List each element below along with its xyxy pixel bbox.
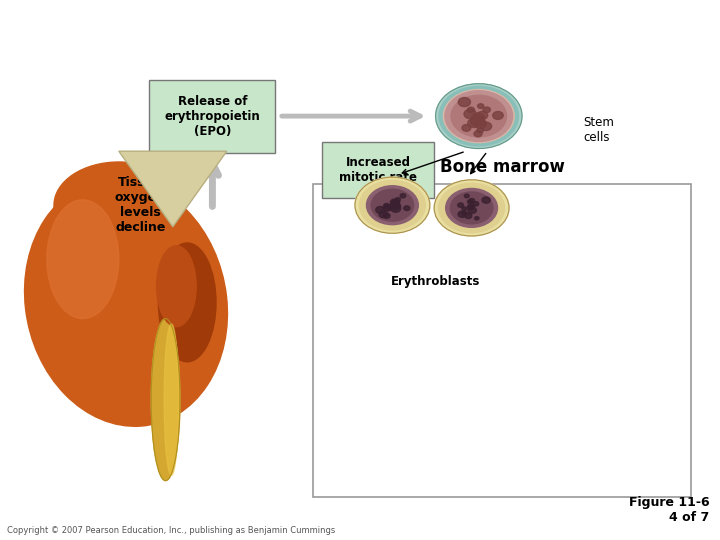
Text: Erythroblasts: Erythroblasts	[391, 275, 480, 288]
Circle shape	[477, 104, 484, 109]
Text: Copyright © 2007 Pearson Education, Inc., publishing as Benjamin Cummings: Copyright © 2007 Pearson Education, Inc.…	[7, 525, 336, 535]
Ellipse shape	[151, 319, 180, 481]
Circle shape	[483, 107, 490, 112]
Circle shape	[390, 203, 399, 209]
Circle shape	[492, 111, 503, 119]
Ellipse shape	[54, 162, 184, 248]
Circle shape	[480, 122, 492, 131]
Circle shape	[376, 206, 384, 213]
Circle shape	[390, 199, 400, 206]
Circle shape	[482, 197, 490, 203]
Circle shape	[392, 200, 399, 205]
FancyBboxPatch shape	[323, 141, 433, 198]
Circle shape	[355, 177, 430, 233]
Circle shape	[434, 180, 509, 236]
Circle shape	[467, 107, 474, 112]
Circle shape	[468, 119, 480, 127]
Circle shape	[464, 110, 477, 119]
Circle shape	[386, 205, 391, 209]
Circle shape	[438, 183, 505, 233]
Circle shape	[366, 186, 418, 225]
Ellipse shape	[157, 246, 197, 327]
Ellipse shape	[164, 324, 179, 475]
Bar	[313, 184, 691, 497]
Circle shape	[464, 194, 469, 198]
Circle shape	[467, 200, 472, 204]
Circle shape	[446, 188, 498, 227]
Circle shape	[439, 86, 518, 146]
Circle shape	[359, 180, 426, 230]
Circle shape	[458, 98, 470, 106]
Circle shape	[445, 91, 513, 141]
Circle shape	[469, 205, 474, 208]
Circle shape	[473, 201, 479, 206]
Circle shape	[384, 205, 392, 211]
Circle shape	[383, 213, 390, 218]
Circle shape	[391, 205, 401, 212]
Circle shape	[404, 206, 410, 211]
Circle shape	[467, 204, 474, 210]
Circle shape	[462, 125, 471, 131]
Circle shape	[462, 211, 467, 215]
Text: Increased
mitotic rate: Increased mitotic rate	[339, 156, 417, 184]
Ellipse shape	[24, 179, 228, 426]
Text: Stem
cells: Stem cells	[583, 116, 614, 144]
Circle shape	[436, 84, 522, 148]
Circle shape	[395, 198, 400, 201]
Polygon shape	[119, 151, 227, 227]
Circle shape	[475, 116, 485, 123]
Text: Bone marrow: Bone marrow	[440, 158, 564, 176]
Ellipse shape	[158, 243, 216, 362]
Circle shape	[469, 199, 474, 202]
Text: Figure 11-6
4 of 7: Figure 11-6 4 of 7	[629, 496, 709, 524]
Circle shape	[472, 113, 485, 123]
Circle shape	[474, 131, 482, 137]
Circle shape	[384, 204, 390, 208]
Circle shape	[458, 203, 464, 207]
Circle shape	[392, 202, 400, 210]
Circle shape	[458, 211, 467, 217]
Circle shape	[462, 207, 467, 211]
FancyBboxPatch shape	[150, 79, 275, 152]
Circle shape	[471, 117, 482, 126]
Circle shape	[465, 213, 472, 219]
Circle shape	[478, 120, 486, 126]
Circle shape	[468, 207, 477, 213]
Circle shape	[477, 128, 484, 133]
Circle shape	[474, 217, 479, 220]
Circle shape	[379, 211, 388, 218]
Circle shape	[371, 189, 414, 221]
Circle shape	[400, 194, 406, 198]
Circle shape	[474, 116, 481, 121]
Circle shape	[444, 90, 514, 143]
Circle shape	[450, 192, 493, 224]
Circle shape	[474, 119, 487, 129]
Circle shape	[477, 111, 487, 119]
Ellipse shape	[47, 200, 119, 319]
Circle shape	[451, 95, 507, 137]
Text: Release of
erythropoietin
(EPO): Release of erythropoietin (EPO)	[165, 94, 260, 138]
Text: Tissue
oxygen
levels
decline: Tissue oxygen levels decline	[115, 176, 166, 234]
